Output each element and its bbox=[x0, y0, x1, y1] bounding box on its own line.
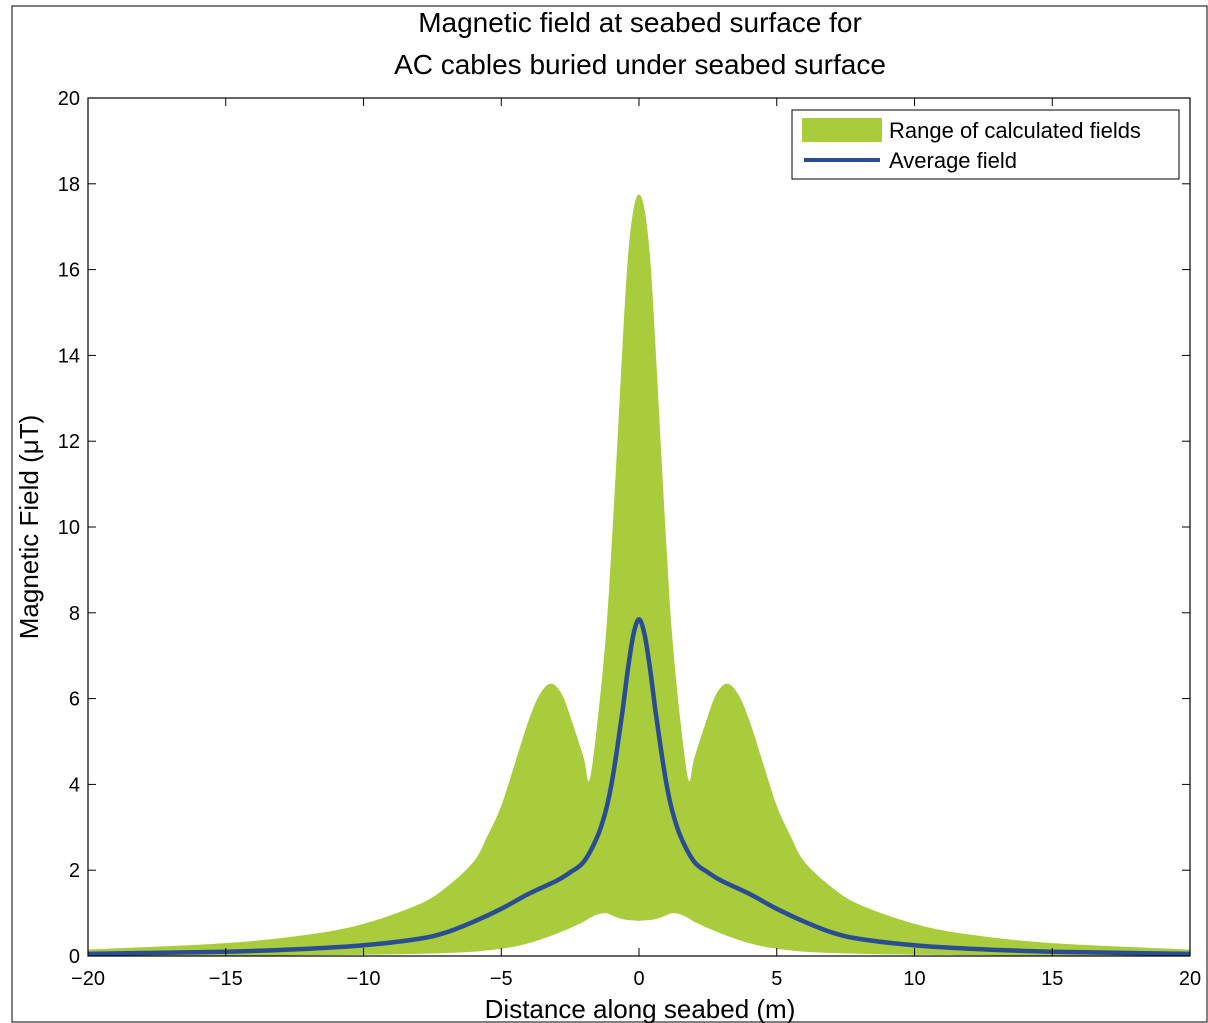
y-tick-label: 12 bbox=[58, 431, 80, 453]
x-tick-label: 5 bbox=[771, 968, 782, 990]
y-tick-label: 4 bbox=[69, 774, 80, 796]
y-tick-label: 20 bbox=[58, 88, 80, 110]
x-tick-label: −20 bbox=[71, 968, 105, 990]
figure-border bbox=[11, 5, 1208, 1023]
legend-swatch-range bbox=[802, 118, 882, 142]
x-axis-label: Distance along seabed (m) bbox=[485, 994, 796, 1023]
y-tick-label: 8 bbox=[69, 603, 80, 625]
y-tick-label: 10 bbox=[58, 517, 80, 539]
y-tick-label: 2 bbox=[69, 860, 80, 882]
y-tick-label: 16 bbox=[58, 260, 80, 282]
legend-label-range: Range of calculated fields bbox=[889, 118, 1141, 143]
y-tick-label: 18 bbox=[58, 174, 80, 196]
x-tick-label: 10 bbox=[903, 968, 925, 990]
y-tick-label: 14 bbox=[58, 345, 80, 367]
x-tick-label: 15 bbox=[1041, 968, 1063, 990]
x-tick-label: 20 bbox=[1179, 968, 1201, 990]
legend: Range of calculated fields Average field bbox=[791, 109, 1180, 180]
x-tick-label: −15 bbox=[209, 968, 243, 990]
legend-label-average: Average field bbox=[889, 148, 1017, 173]
x-tick-label: −10 bbox=[347, 968, 381, 990]
chart-title-line-2: AC cables buried under seabed surface bbox=[394, 49, 886, 80]
range-band bbox=[88, 194, 1190, 957]
x-tick-label: −5 bbox=[490, 968, 513, 990]
average-field-line bbox=[87, 616, 1191, 957]
axis-ticks: −20 −15 −10 −5 0 5 10 15 20 0 2 4 6 8 10 12 14 16 18 20 bbox=[58, 88, 1201, 990]
x-tick-label: 0 bbox=[633, 968, 644, 990]
y-axis-label: Magnetic Field (μT) bbox=[14, 415, 44, 639]
y-tick-label: 0 bbox=[69, 946, 80, 968]
chart-title-line-1: Magnetic field at seabed surface for bbox=[418, 7, 862, 38]
y-tick-label: 6 bbox=[69, 689, 80, 711]
plot-area bbox=[87, 194, 1191, 957]
